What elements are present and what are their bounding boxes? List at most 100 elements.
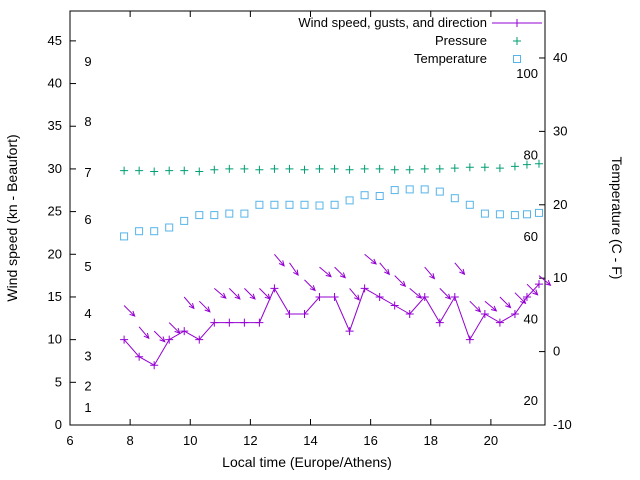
plot-border [69, 10, 546, 426]
temperature-point [300, 200, 309, 209]
wind-speed-point [534, 280, 543, 289]
pressure-point [450, 164, 459, 173]
pressure-point [534, 159, 543, 168]
pressure-point [435, 164, 444, 173]
pressure-point [420, 164, 429, 173]
beaufort-scale-label: 9 [84, 54, 91, 69]
temperature-point [135, 227, 144, 236]
temperature-point [270, 200, 279, 209]
x-tick-label: 6 [66, 433, 73, 448]
x-tick-label: 10 [183, 433, 197, 448]
pressure-point [165, 166, 174, 175]
legend-wind-plus-sample [513, 19, 521, 27]
wind-gust-arrow [499, 296, 512, 309]
temperature-point [195, 211, 204, 220]
wind-gust-arrow [526, 283, 539, 296]
wind-gust-arrow [514, 292, 527, 305]
wind-speed-point [420, 292, 429, 301]
pressure-point [330, 164, 339, 173]
temperature-point [315, 201, 324, 210]
temperature-point [405, 185, 414, 194]
beaufort-scale-label: 8 [84, 114, 91, 129]
wind-speed-point [300, 310, 309, 319]
wind-gust-arrow [153, 330, 166, 343]
fahrenheit-scale-label: 60 [524, 229, 538, 244]
x-tick-label: 20 [484, 433, 498, 448]
fahrenheit-scale-label: 100 [516, 66, 538, 81]
wind-speed-point [120, 335, 129, 344]
pressure-point [300, 165, 309, 174]
wind-speed-point [360, 284, 369, 293]
y-left-tick-label: 5 [55, 374, 62, 389]
temperature-point [150, 227, 159, 236]
wind-gust-arrow [469, 300, 482, 313]
right-axis-title: Temperature (C - F) [609, 157, 625, 280]
pressure-point [210, 165, 219, 174]
temperature-point [450, 194, 459, 203]
y-left-tick-label: 0 [55, 417, 62, 432]
wind-speed-point [375, 292, 384, 301]
x-axis-title: Local time (Europe/Athens) [222, 454, 392, 470]
temperature-point [165, 223, 174, 232]
y-right-tick-label: 0 [553, 344, 560, 359]
temperature-point [495, 210, 504, 219]
wind-speed-point [210, 318, 219, 327]
wind-speed-point [450, 292, 459, 301]
wind-speed-point [180, 327, 189, 336]
beaufort-scale-label: 3 [84, 349, 91, 364]
wind-speed-point [135, 352, 144, 361]
pressure-point [120, 166, 129, 175]
pressure-point [195, 167, 204, 176]
wind-gust-arrow [274, 253, 285, 267]
temperature-point [345, 196, 354, 205]
wind-gust-arrow [484, 300, 498, 312]
wind-gust-arrow [439, 288, 452, 300]
wind-gust-arrow [319, 266, 332, 278]
y-left-tick-label: 10 [48, 332, 62, 347]
wind-speed-point [405, 310, 414, 319]
y-right-tick-label: 20 [553, 197, 567, 212]
left-axis-title: Wind speed (kn - Beaufort) [4, 134, 20, 301]
wind-gust-arrow [259, 288, 271, 300]
beaufort-scale-label: 2 [84, 379, 91, 394]
wind-gust-arrow [244, 288, 256, 300]
temperature-point [480, 209, 489, 218]
legend: Wind speed, gusts, and direction Pressur… [298, 15, 542, 66]
pressure-point [255, 165, 264, 174]
wind-speed-point [345, 327, 354, 336]
wind-gust-arrow [168, 322, 181, 335]
pressure-point [522, 160, 531, 169]
wind-speed-point [165, 335, 174, 344]
temperature-point [360, 191, 369, 200]
fahrenheit-scale-label: 80 [524, 148, 538, 163]
y-right-tick-label: 10 [553, 270, 567, 285]
temperature-point [255, 200, 264, 209]
wind-speed-point [465, 335, 474, 344]
wind-gust-arrow [424, 266, 436, 280]
wind-gust-arrow [123, 305, 136, 317]
y-left-tick-label: 45 [48, 33, 62, 48]
wind-gust-arrow [538, 275, 552, 287]
wind-speed-point [315, 292, 324, 301]
y-left-tick-label: 25 [48, 204, 62, 219]
fahrenheit-scale-label: 40 [524, 311, 538, 326]
wind-gust-arrow [304, 279, 316, 292]
temperature-point [285, 200, 294, 209]
wind-gust-arrow [364, 253, 377, 265]
wind-gust-arrow [454, 262, 466, 276]
wind-speed-point [495, 318, 504, 327]
wind-gust-arrow [349, 288, 360, 301]
temperature-point [420, 185, 429, 194]
pressure-point [390, 165, 399, 174]
pressure-point [510, 162, 519, 171]
pressure-point [225, 164, 234, 173]
plot-layer: 6 8 10 12 14 16 18 20051015202530354045-1001020… [48, 10, 572, 448]
temperature-point [210, 211, 219, 220]
x-tick-label: 12 [243, 433, 257, 448]
legend-pressure-plus-sample [513, 37, 521, 45]
x-tick-label: 18 [424, 433, 438, 448]
pressure-point [180, 166, 189, 175]
pressure-point [150, 167, 159, 176]
wind-gust-arrow [379, 262, 391, 276]
